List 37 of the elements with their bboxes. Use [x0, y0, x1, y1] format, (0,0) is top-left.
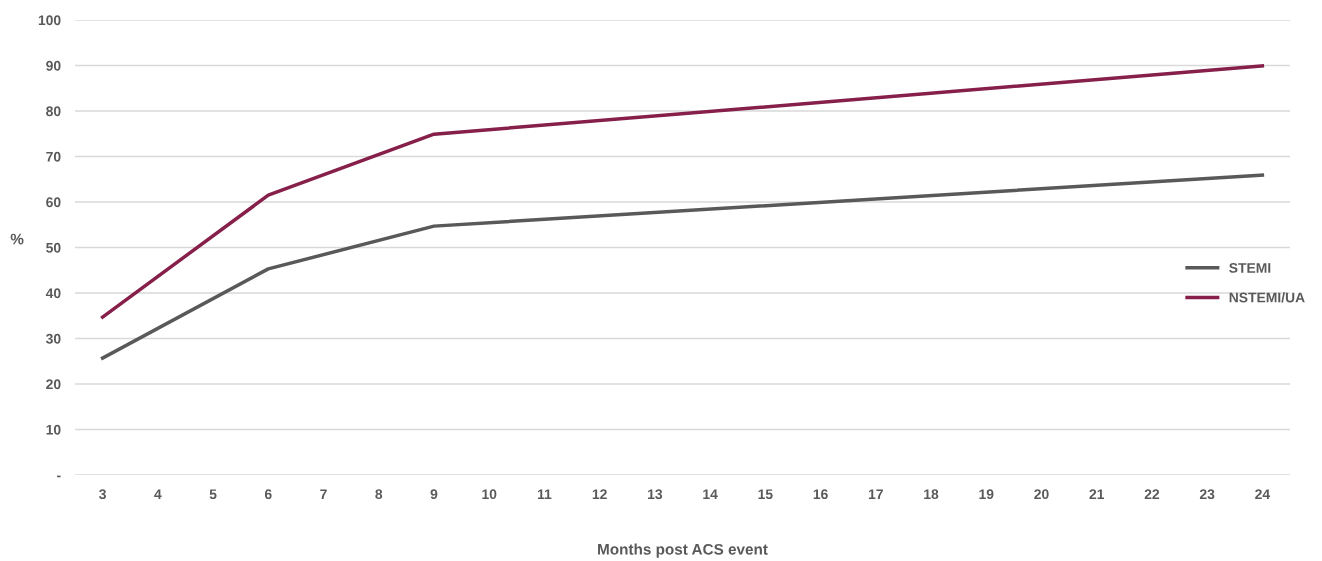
x-tick-label: 10 [482, 489, 497, 500]
x-tick-label: 7 [320, 489, 327, 499]
y-tick-label: 10 [46, 424, 61, 435]
y-tick-label: 70 [46, 151, 61, 162]
x-tick-label: 8 [375, 489, 383, 500]
x-tick-label: 16 [813, 489, 828, 500]
y-axis-title: % [10, 233, 24, 245]
x-tick-label: 3 [99, 489, 106, 500]
x-tick-label: 21 [1089, 489, 1105, 499]
x-tick-label: 15 [758, 489, 773, 500]
y-tick-label: 50 [46, 242, 61, 253]
x-tick-label: 12 [592, 489, 607, 499]
x-tick-label: 13 [648, 489, 663, 500]
x-tick-label: 18 [924, 489, 939, 500]
x-tick-label: 20 [1034, 489, 1049, 500]
y-tick-label: 100 [38, 15, 61, 26]
x-tick-label: 11 [537, 489, 552, 499]
x-tick-label: 4 [154, 489, 162, 499]
x-axis-title: Months post ACS event [598, 543, 768, 558]
y-tick-label: 20 [46, 379, 61, 390]
x-tick-label: 24 [1255, 489, 1271, 499]
x-tick-label: 17 [868, 489, 883, 499]
legend-label: NSTEMI/UA [1229, 292, 1305, 303]
x-tick-label: 9 [430, 489, 438, 500]
x-tick-label: 5 [209, 489, 217, 500]
y-tick-label: 30 [45, 333, 61, 344]
y-tick-label: 90 [46, 60, 61, 71]
y-tick-label: 60 [46, 197, 61, 208]
x-tick-label: 14 [703, 489, 718, 499]
x-tick-label: 19 [979, 489, 994, 500]
y-tick-label: 80 [46, 106, 61, 117]
x-tick-label: 6 [264, 489, 272, 500]
x-tick-label: 22 [1144, 489, 1160, 499]
y-tick-label: - [57, 475, 61, 478]
y-tick-label: 40 [45, 288, 61, 299]
x-tick-label: 23 [1199, 489, 1215, 500]
legend-label: STEMI [1229, 262, 1271, 273]
